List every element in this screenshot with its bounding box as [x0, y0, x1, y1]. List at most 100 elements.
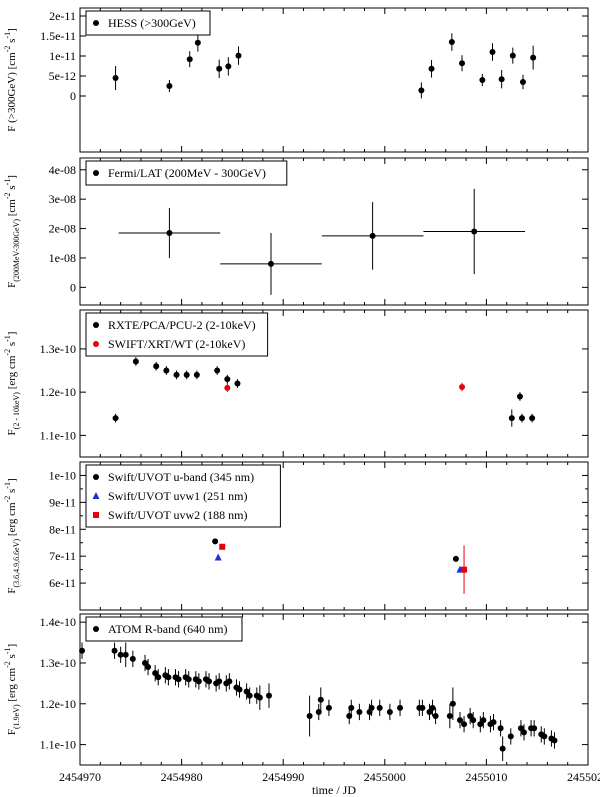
- legend-label: SWIFT/XRT/WT (2-10keV): [108, 337, 245, 351]
- y-tick-label: 3e-08: [49, 192, 76, 206]
- legend: RXTE/PCA/PCU-2 (2-10keV) SWIFT/XRT/WT (2-…: [85, 312, 269, 357]
- y-axis-label: F (>300GeV) [cm-2 s-1]: [3, 28, 18, 132]
- data-point: [497, 725, 504, 732]
- data-point: [480, 717, 487, 724]
- data-point: [317, 696, 324, 703]
- y-tick-label: 0: [70, 89, 76, 103]
- data-point: [79, 647, 86, 654]
- data-point: [516, 393, 523, 400]
- data-point: [142, 659, 149, 666]
- y-axis-label-part: (200MeV-300GeV): [12, 219, 21, 282]
- y-tick-label: 1.2e-10: [40, 385, 76, 399]
- data-point: [166, 229, 173, 236]
- data-point: [418, 87, 425, 94]
- data-point: [212, 538, 219, 545]
- y-axis-label-part: F (>300GeV) [cm: [6, 52, 18, 132]
- legend-box: [85, 464, 281, 528]
- data-point: [429, 704, 436, 711]
- data-point: [477, 721, 484, 728]
- legend-label: Fermi/LAT (200MeV - 300GeV): [108, 166, 266, 180]
- data-point: [185, 676, 192, 683]
- y-axis-label: F(1.9eV) [erg cm-2 s-1]: [3, 644, 21, 735]
- y-axis-label-part: -2: [3, 192, 12, 199]
- y-axis-label-part: s: [6, 654, 18, 661]
- legend-marker: [93, 20, 99, 26]
- series-fermi-lat-200mev-300gev-: [118, 188, 526, 295]
- data-point: [166, 83, 173, 89]
- y-axis-label-part: -2: [3, 46, 12, 53]
- data-point: [122, 651, 129, 658]
- data-point: [246, 692, 253, 699]
- legend-marker: [93, 474, 99, 480]
- data-point: [386, 708, 393, 715]
- legend-box: [85, 616, 243, 642]
- data-point: [369, 232, 376, 239]
- y-axis-label-part: [erg cm: [6, 502, 18, 539]
- data-point: [175, 676, 182, 683]
- y-tick-label: 4e-08: [49, 163, 76, 177]
- data-point: [507, 733, 514, 740]
- data-point: [551, 737, 558, 744]
- data-point: [195, 678, 202, 685]
- legend-label: RXTE/PCA/PCU-2 (2-10keV): [108, 318, 256, 332]
- y-axis-label-part: [erg cm: [6, 667, 18, 704]
- data-point: [183, 371, 190, 378]
- x-tick-label: 2455020: [567, 770, 600, 784]
- data-point: [132, 358, 139, 365]
- y-axis-label-part: -1: [3, 482, 12, 489]
- y-axis-label-part: F: [6, 282, 18, 288]
- data-point: [256, 694, 263, 701]
- data-point: [315, 708, 322, 715]
- legend-box: [85, 160, 288, 186]
- y-tick-label: 1.5e-11: [40, 29, 76, 43]
- data-point: [448, 39, 455, 45]
- data-point: [186, 56, 193, 63]
- data-point: [479, 77, 486, 83]
- legend-marker: [92, 492, 100, 499]
- y-tick-label: 2e-11: [49, 9, 76, 23]
- data-point: [265, 692, 272, 699]
- y-axis-label-part: (3.6,4.9,6.6eV): [12, 539, 21, 588]
- y-axis-label-part: -1: [3, 648, 12, 655]
- series-swift-uvot-u-band-345-nm-: [212, 538, 459, 562]
- data-point: [117, 651, 124, 658]
- y-tick-label: 8e-11: [49, 522, 76, 536]
- data-point: [376, 704, 383, 711]
- data-point: [112, 75, 119, 81]
- panel-frame: [79, 613, 589, 766]
- y-axis-label-part: F: [6, 429, 18, 435]
- data-point: [236, 686, 243, 693]
- panel-xray: 1.1e-10 1.2e-10 1.3e-10 F(2 - 10keV) [erg c…: [3, 309, 589, 458]
- y-axis-label-part: ]: [6, 644, 18, 648]
- panel-frame: [79, 7, 589, 153]
- data-point: [428, 65, 435, 72]
- legend-label: Swift/UVOT uvw2 (188 nm): [108, 508, 247, 522]
- legend-marker: [93, 341, 99, 347]
- y-axis-label-part: F: [6, 588, 18, 594]
- y-axis-label: F(200MeV-300GeV) [cm-2 s-1]: [3, 175, 21, 288]
- data-point: [346, 713, 353, 720]
- legend: Fermi/LAT (200MeV - 300GeV): [85, 160, 288, 186]
- series-hess-300gev-: [112, 33, 537, 99]
- data-point: [452, 555, 459, 562]
- data-point: [529, 415, 536, 422]
- data-point: [432, 713, 439, 720]
- data-point: [194, 39, 201, 46]
- y-axis-label-part: s: [6, 489, 18, 496]
- data-point: [155, 674, 162, 681]
- data-point: [348, 704, 355, 711]
- y-axis-label-part: -1: [3, 179, 12, 186]
- legend-marker: [93, 170, 99, 176]
- y-axis-label-part: -2: [3, 349, 12, 356]
- data-point: [243, 688, 250, 695]
- panel-frame: [79, 461, 589, 611]
- y-axis-label-part: s: [6, 342, 18, 349]
- data-point: [214, 553, 222, 561]
- data-point: [234, 380, 241, 387]
- y-tick-label: 1e-11: [49, 49, 76, 63]
- data-point: [397, 704, 404, 711]
- data-point: [368, 704, 375, 711]
- data-point: [235, 52, 242, 59]
- data-point: [153, 363, 160, 370]
